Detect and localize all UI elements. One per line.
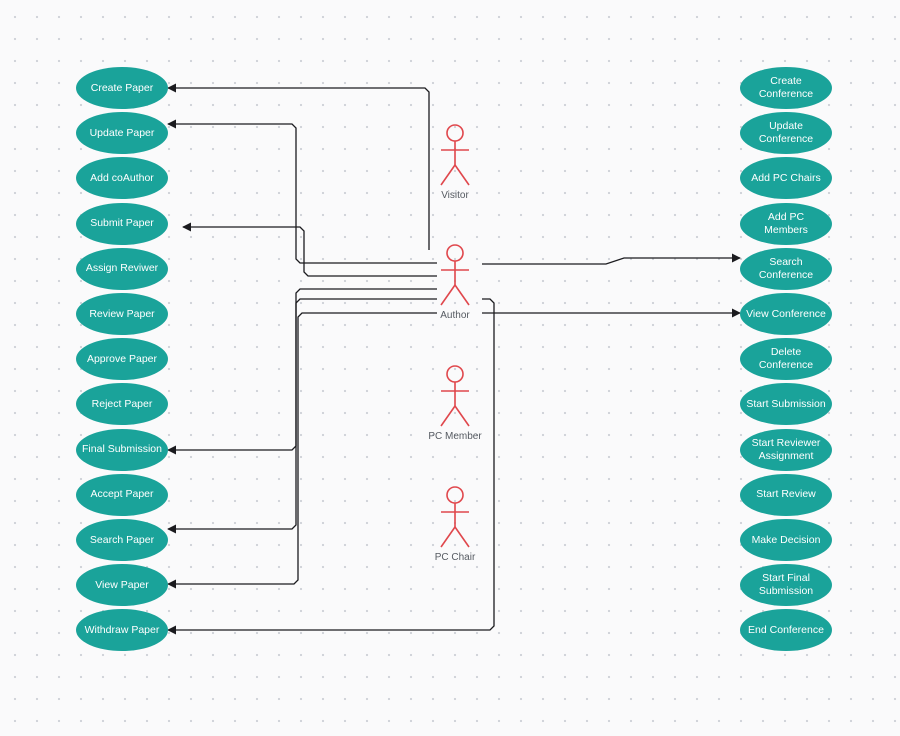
usecase-create-paper[interactable]: Create Paper [76,67,168,109]
usecase-end-conference[interactable]: End Conference [740,609,832,652]
connector-author-to-view-paper [167,312,437,589]
usecase-label: Assign Reviwer [85,262,159,275]
connector-author-to-update-paper [167,119,437,264]
usecase-label: Reject Paper [91,397,153,410]
actor-visitor[interactable]: Visitor [425,124,485,201]
actor-pc-chair[interactable]: PC Chair [425,486,485,563]
usecase-assign-reviwer[interactable]: Assign Reviwer [76,247,168,290]
usecase-label: Search Paper [89,533,155,546]
usecase-label: Final Submission [82,443,162,456]
usecase-make-decision[interactable]: Make Decision [740,519,832,561]
usecase-label: Update Paper [89,126,155,139]
usecase-label: Make Decision [751,533,821,546]
usecase-view-conference[interactable]: View Conference [740,293,832,335]
usecase-label: View Conference [746,307,826,320]
usecase-update-conference[interactable]: Update Conference [740,112,832,155]
usecase-label: Add coAuthor [90,171,154,184]
actor-label: Author [440,310,470,321]
usecase-label: End Conference [748,623,824,636]
usecase-label: Add PC Chairs [751,171,821,184]
stick-figure-icon [440,365,470,427]
stick-figure-icon [440,124,470,186]
usecase-add-pc-chairs[interactable]: Add PC Chairs [740,157,832,200]
usecase-create-conference[interactable]: Create Conference [740,67,832,109]
usecase-delete-conference[interactable]: Delete Conference [740,338,832,381]
usecase-start-submission[interactable]: Start Submission [740,383,832,426]
usecase-label: Start Reviewer Assignment [751,436,821,462]
usecase-add-coauthor[interactable]: Add coAuthor [76,157,168,200]
usecase-start-reviewer-assignment[interactable]: Start Reviewer Assignment [740,428,832,471]
usecase-review-paper[interactable]: Review Paper [76,293,168,335]
usecase-accept-paper[interactable]: Accept Paper [76,473,168,516]
actor-label: PC Chair [434,552,476,563]
usecase-approve-paper[interactable]: Approve Paper [76,338,168,381]
usecase-label: Create Conference [758,75,814,100]
usecase-label: Withdraw Paper [84,623,160,636]
stick-figure-icon [440,244,470,306]
usecase-search-paper[interactable]: Search Paper [76,519,168,561]
connector-author-to-search-paper [167,298,437,534]
stick-figure-icon [440,486,470,548]
usecase-label: Update Conference [758,120,814,146]
usecase-search-conference[interactable]: Search Conference [740,247,832,290]
usecase-submit-paper[interactable]: Submit Paper [76,202,168,245]
usecase-label: Start Final Submission [758,572,814,598]
usecase-label: Start Submission [746,397,826,410]
usecase-start-review[interactable]: Start Review [740,473,832,516]
usecase-label: Submit Paper [90,217,154,230]
connector-author-to-search-conference [482,253,741,265]
usecase-label: Delete Conference [758,346,814,372]
usecase-label: Approve Paper [86,352,158,365]
usecase-label: Accept Paper [90,488,154,501]
usecase-label: View Paper [95,578,149,591]
usecase-view-paper[interactable]: View Paper [76,564,168,607]
usecase-label: Create Paper [90,81,154,94]
actor-author[interactable]: Author [425,244,485,321]
usecase-label: Add PC Members [764,210,808,236]
usecase-label: Review Paper [89,307,155,320]
usecase-withdraw-paper[interactable]: Withdraw Paper [76,609,168,652]
connector-author-to-submit-paper [182,222,437,277]
connector-author-to-create-paper [167,83,430,250]
usecase-label: Start Review [756,488,816,501]
actor-pc-member[interactable]: PC Member [425,365,485,442]
connector-author-to-withdraw-paper [167,298,495,635]
usecase-start-final-submission[interactable]: Start Final Submission [740,564,832,607]
usecase-add-pc-members[interactable]: Add PC Members [740,202,832,245]
usecase-reject-paper[interactable]: Reject Paper [76,383,168,426]
usecase-update-paper[interactable]: Update Paper [76,112,168,155]
usecase-final-submission[interactable]: Final Submission [76,428,168,471]
usecase-label: Search Conference [758,255,814,281]
actor-label: PC Member [428,431,482,442]
actor-label: Visitor [441,190,469,201]
